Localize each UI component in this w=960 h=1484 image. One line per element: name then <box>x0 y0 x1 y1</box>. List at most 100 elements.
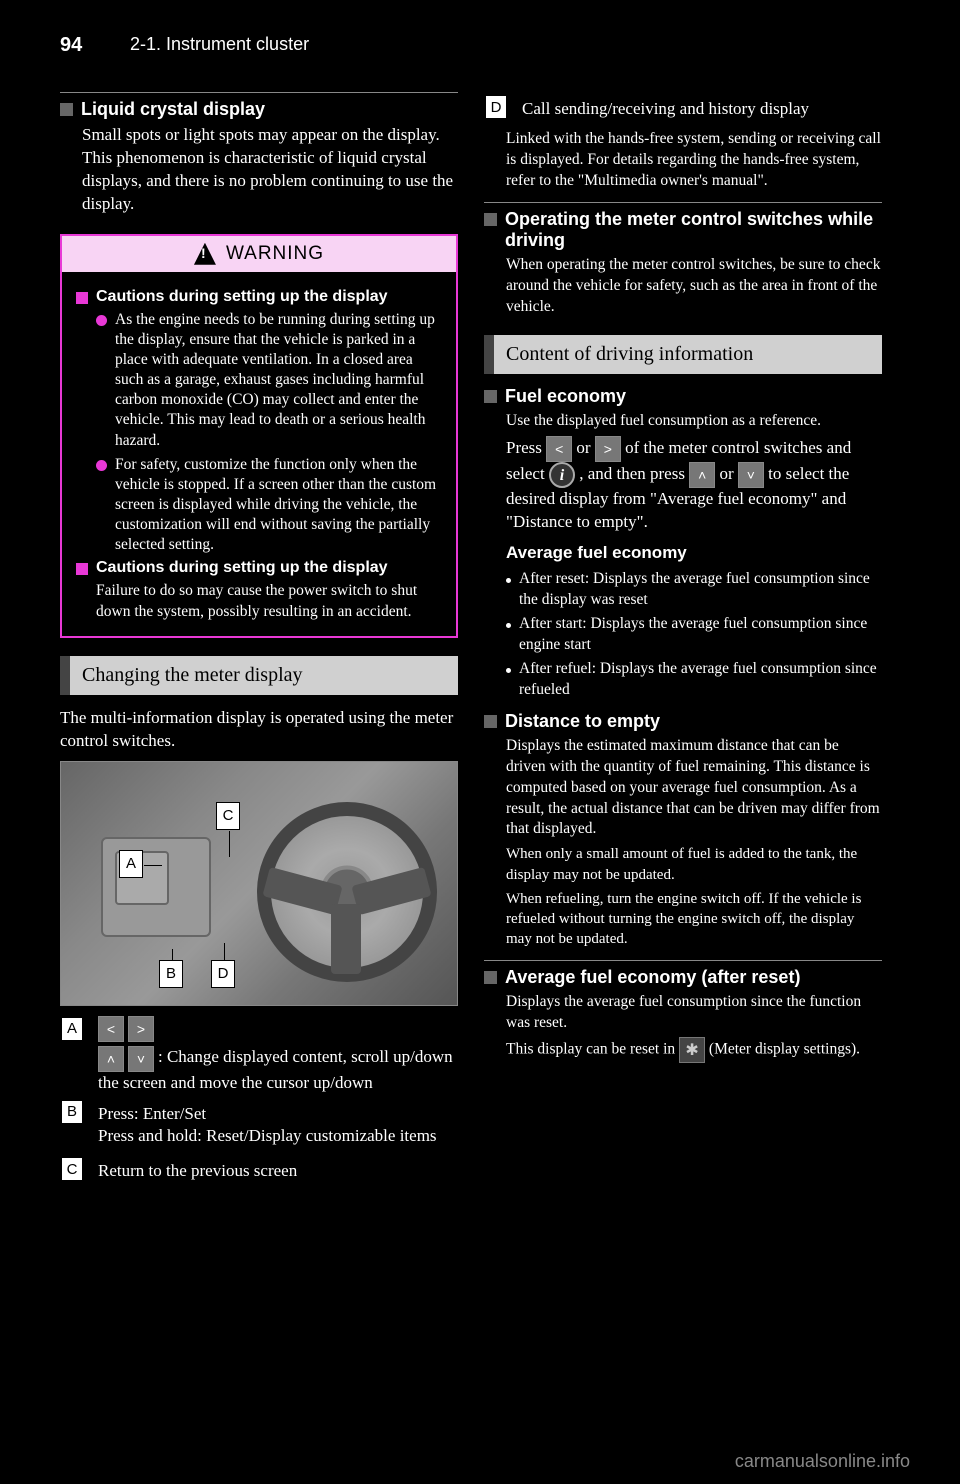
row-d-text: Call sending/receiving and history displ… <box>522 98 809 121</box>
fuel-t1: Use the displayed fuel consumption as a … <box>484 411 882 432</box>
bullet-icon <box>506 623 511 628</box>
fuel-instruction: Press < or > of the meter control switch… <box>484 436 882 534</box>
txt: , and then press <box>579 464 689 483</box>
callout-b-box: B <box>60 1099 84 1125</box>
row-c: C Return to the previous screen <box>60 1156 458 1187</box>
dte-h-text: Distance to empty <box>505 711 660 732</box>
square-bullet-icon <box>484 715 497 728</box>
callout-d: D <box>211 960 235 988</box>
note-heading: Operating the meter control switches whi… <box>484 209 882 251</box>
right-arrow-icon: > <box>128 1016 154 1042</box>
down-arrow-icon: ˅ <box>738 462 764 488</box>
gear-icon: ✱ <box>679 1037 705 1063</box>
item-text: After refuel: Displays the average fuel … <box>519 659 882 701</box>
separator <box>484 202 882 203</box>
warn-dot-icon <box>96 460 107 471</box>
section-reference: 2-1. Instrument cluster <box>130 34 309 55</box>
warning-body: Cautions during setting up the display A… <box>62 272 456 636</box>
heading-text: Liquid crystal display <box>81 99 265 120</box>
warn-dot-icon <box>96 315 107 326</box>
row-d-sub: Linked with the hands-free system, sendi… <box>484 129 882 192</box>
right-arrow-icon: > <box>595 436 621 462</box>
page-number: 94 <box>60 34 82 57</box>
steering-wheel <box>257 802 437 982</box>
afe-reset-p1: Displays the average fuel consumption si… <box>484 992 882 1034</box>
dte-p2: When only a small amount of fuel is adde… <box>484 844 882 885</box>
afe-heading: Average fuel economy <box>484 542 882 565</box>
warning-triangle-icon <box>194 243 216 265</box>
watermark: carmanualsonline.info <box>735 1451 910 1472</box>
warning-label: WARNING <box>226 243 324 265</box>
note-text: When operating the meter control switche… <box>484 255 882 318</box>
square-bullet-icon <box>484 213 497 226</box>
row-c-text: Return to the previous screen <box>98 1160 297 1183</box>
liquid-crystal-text: Small spots or light spots may appear on… <box>60 124 458 216</box>
square-bullet-icon <box>484 390 497 403</box>
warn-h1-text: Cautions during setting up the display <box>96 288 388 306</box>
warn-square-icon <box>76 292 88 304</box>
liquid-crystal-heading: Liquid crystal display <box>60 99 458 120</box>
up-arrow-icon: ˄ <box>689 462 715 488</box>
note-h-text: Operating the meter control switches whi… <box>505 209 882 251</box>
callout-c-box: C <box>60 1156 84 1182</box>
ud-buttons: ˄ ˅ <box>98 1046 154 1072</box>
separator <box>60 92 458 93</box>
txt: (Meter display settings). <box>709 1041 860 1058</box>
left-arrow-icon: < <box>98 1016 124 1042</box>
up-arrow-icon: ˄ <box>98 1046 124 1072</box>
changing-meter-heading: Changing the meter display <box>60 656 458 695</box>
square-bullet-icon <box>484 971 497 984</box>
info-icon: i <box>549 462 575 488</box>
bullet-icon <box>506 578 511 583</box>
fuel-heading: Fuel economy <box>484 386 882 407</box>
dte-heading: Distance to empty <box>484 711 882 732</box>
txt: or <box>719 464 737 483</box>
changing-intro: The multi-information display is operate… <box>60 707 458 753</box>
txt: This display can be reset in <box>506 1041 679 1058</box>
warn-b1-text: As the engine needs to be running during… <box>115 310 442 451</box>
row-a: A < > ˄ ˅ : Change displayed content, sc… <box>60 1016 458 1095</box>
wheel-spoke <box>351 866 431 914</box>
callout-d-box: D <box>484 94 508 120</box>
content-columns: Liquid crystal display Small spots or li… <box>60 90 910 1191</box>
header-bar <box>0 0 960 30</box>
dte-p1: Displays the estimated maximum distance … <box>484 736 882 841</box>
callout-c: C <box>216 802 240 830</box>
wheel-spoke <box>331 904 361 974</box>
square-bullet-icon <box>60 103 73 116</box>
item-text: After start: Displays the average fuel c… <box>519 614 882 656</box>
down-arrow-icon: ˅ <box>128 1046 154 1072</box>
afe-list: After reset: Displays the average fuel c… <box>484 569 882 701</box>
callout-a: A <box>119 850 143 878</box>
bullet-icon <box>506 668 511 673</box>
warning-heading-2: Cautions during setting up the display <box>76 559 442 577</box>
control-pad <box>101 837 211 937</box>
afe-reset-heading: Average fuel economy (after reset) <box>484 967 882 988</box>
warning-bullet-1: As the engine needs to be running during… <box>76 310 442 451</box>
warning-bullet-2: For safety, customize the function only … <box>76 455 442 556</box>
warn-h2-text: Cautions during setting up the display <box>96 559 388 577</box>
warn-t2-text: Failure to do so may cause the power swi… <box>76 581 442 621</box>
left-arrow-icon: < <box>546 436 572 462</box>
right-column: D Call sending/receiving and history dis… <box>484 90 882 1191</box>
page-root: 94 2-1. Instrument cluster Liquid crysta… <box>0 0 960 1484</box>
item-text: After reset: Displays the average fuel c… <box>519 569 882 611</box>
steering-illustration: A B C D <box>60 761 458 1006</box>
row-b: B Press: Enter/Set Press and hold: Reset… <box>60 1099 458 1153</box>
list-item: After start: Displays the average fuel c… <box>506 614 882 656</box>
fuel-h-text: Fuel economy <box>505 386 626 407</box>
callout-a-box: A <box>60 1016 84 1042</box>
dte-p3: When refueling, turn the engine switch o… <box>484 889 882 950</box>
warning-box: WARNING Cautions during setting up the d… <box>60 234 458 638</box>
row-a-content: < > ˄ ˅ : Change displayed content, scro… <box>98 1016 458 1095</box>
warning-header: WARNING <box>62 236 456 272</box>
separator <box>484 960 882 961</box>
list-item: After reset: Displays the average fuel c… <box>506 569 882 611</box>
warn-square-icon <box>76 563 88 575</box>
left-column: Liquid crystal display Small spots or li… <box>60 90 458 1191</box>
lr-buttons: < > <box>98 1016 154 1042</box>
row-d: D Call sending/receiving and history dis… <box>484 94 882 125</box>
content-info-heading: Content of driving information <box>484 335 882 374</box>
callout-b: B <box>159 960 183 988</box>
txt: Press <box>506 438 546 457</box>
